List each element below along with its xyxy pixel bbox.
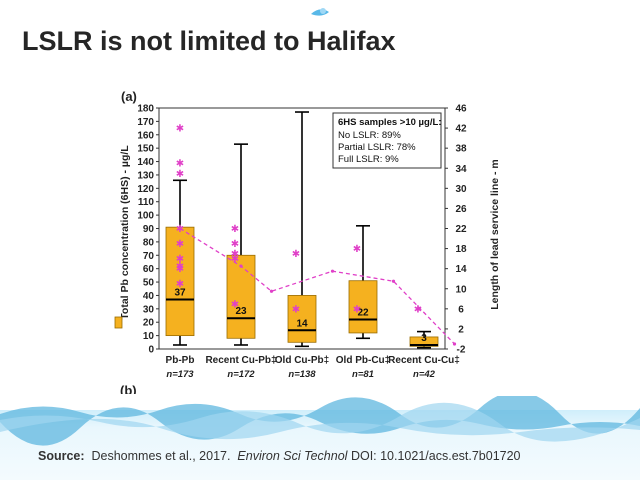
outlier-marker: ✱ (292, 304, 300, 315)
box-iqr (226, 254, 256, 339)
y-tick-label: 180 (137, 104, 154, 115)
y-tick-label: 130 (137, 170, 154, 181)
y2-tick-label: -2 (457, 345, 466, 356)
y-tick-label: 80 (143, 237, 155, 248)
y2-tick-label: 14 (455, 264, 467, 275)
y-tick-label: 50 (143, 278, 155, 289)
median-label: 22 (357, 308, 369, 319)
y-tick-label: 160 (137, 130, 154, 141)
box-iqr (409, 336, 439, 347)
water-wave-decoration (0, 396, 640, 480)
legend-title: 6HS samples >10 µg/L: (338, 117, 441, 128)
y-tick-label: 10 (143, 331, 155, 342)
y-tick-label: 40 (143, 291, 155, 302)
outlier-marker: ✱ (231, 254, 239, 265)
y2-tick-label: 10 (455, 284, 467, 295)
y2-tick-label: 18 (455, 244, 467, 255)
trend-point (178, 226, 182, 231)
y2-tick-label: 22 (455, 224, 467, 235)
legend-line: Full LSLR: 9% (338, 154, 399, 165)
y-tick-label: 20 (143, 318, 155, 329)
slide-title: LSLR is not limited to Halifax (22, 26, 396, 56)
outlier-marker: ✱ (414, 304, 422, 315)
outlier-marker: ✱ (176, 279, 184, 290)
y2-tick-label: 2 (458, 324, 464, 335)
legend-box (332, 112, 442, 169)
source-label: Source: (38, 449, 85, 463)
box-iqr (287, 295, 317, 343)
outlier-marker: ✱ (292, 249, 300, 260)
outlier-marker: ✱ (176, 262, 184, 273)
outlier-marker: ✱ (353, 304, 361, 315)
x-category-label: Old Cu-Pb‡ (275, 355, 329, 366)
outlier-marker: ✱ (231, 249, 239, 260)
x-n-label: n=173 (166, 369, 194, 380)
y2-tick-label: 34 (455, 164, 467, 175)
next-panel-label: (b) (120, 383, 137, 394)
y-tick-label: 100 (137, 211, 154, 222)
median-label: 3 (421, 333, 427, 344)
y2-tick-label: 30 (455, 184, 467, 195)
x-category-label: Recent Cu-Cu‡ (388, 355, 460, 366)
outlier-marker: ✱ (353, 244, 361, 255)
trend-point (330, 269, 335, 273)
trend-point (391, 279, 396, 283)
y-tick-label: 30 (143, 304, 155, 315)
median-label: 23 (235, 306, 247, 317)
outlier-marker: ✱ (176, 224, 184, 235)
panel-label: (a) (121, 89, 137, 104)
y-tick-label: 140 (137, 157, 154, 168)
y-tick-label: 60 (143, 264, 155, 275)
x-category-label: Recent Cu-Pb‡ (205, 355, 276, 366)
outlier-marker: ✱ (176, 124, 184, 135)
source-doi: DOI: 10.1021/acs.est.7b01720 (350, 449, 521, 463)
y2-tick-label: 38 (455, 144, 467, 155)
y-tick-label: 120 (137, 184, 154, 195)
outlier-marker: ✱ (176, 254, 184, 265)
y-axis-legend-swatch (114, 316, 123, 329)
source-authors: Deshommes et al., 2017. (91, 449, 231, 463)
outlier-marker: ✱ (176, 169, 184, 180)
median-label: 37 (174, 287, 186, 298)
trend-line-length (179, 227, 455, 345)
y2-tick-label: 26 (455, 204, 467, 215)
y-tick-label: 70 (143, 251, 155, 262)
outlier-marker: ✱ (176, 239, 184, 250)
x-n-label: n=81 (352, 369, 374, 380)
box-iqr (165, 226, 195, 337)
outlier-marker: ✱ (231, 224, 239, 235)
outlier-marker: ✱ (176, 264, 184, 275)
trend-point (452, 342, 457, 346)
water-drop-logo (311, 8, 329, 16)
x-n-label: n=138 (288, 369, 316, 380)
y-axis-title: Total Pb concentration (6HS) - µg/L (119, 145, 131, 320)
legend-line: No LSLR: 89% (338, 130, 401, 141)
x-n-label: n=42 (413, 369, 436, 380)
trend-point (269, 289, 274, 293)
y-tick-label: 90 (143, 224, 155, 235)
box-iqr (348, 280, 378, 334)
y-tick-label: 110 (138, 197, 155, 208)
y-tick-label: 0 (148, 345, 154, 356)
source-journal: Environ Sci Technol (237, 449, 348, 463)
y-tick-label: 170 (137, 117, 154, 128)
y2-tick-label: 42 (455, 124, 467, 135)
outlier-marker: ✱ (176, 159, 184, 170)
y2-tick-label: 46 (455, 104, 467, 115)
trend-point (239, 264, 243, 268)
y2-axis-title: Length of lead service line - m (489, 159, 501, 310)
y-tick-label: 150 (137, 144, 154, 155)
legend-line: Partial LSLR: 78% (338, 142, 416, 153)
outlier-marker: ✱ (231, 299, 239, 310)
x-n-label: n=172 (227, 369, 255, 380)
box-plot-chart: 0 10 20 30 40 50 60 70 80 90 100 110 120 130 140 150 160… (114, 89, 501, 394)
x-category-label: Pb-Pb (166, 355, 195, 366)
x-category-label: Old Pb-Cu‡ (336, 355, 390, 366)
y2-tick-label: 6 (458, 304, 464, 315)
median-label: 14 (296, 318, 308, 329)
outlier-marker: ✱ (231, 239, 239, 250)
source-citation: Source: Deshommes et al., 2017. Environ … (38, 449, 521, 463)
